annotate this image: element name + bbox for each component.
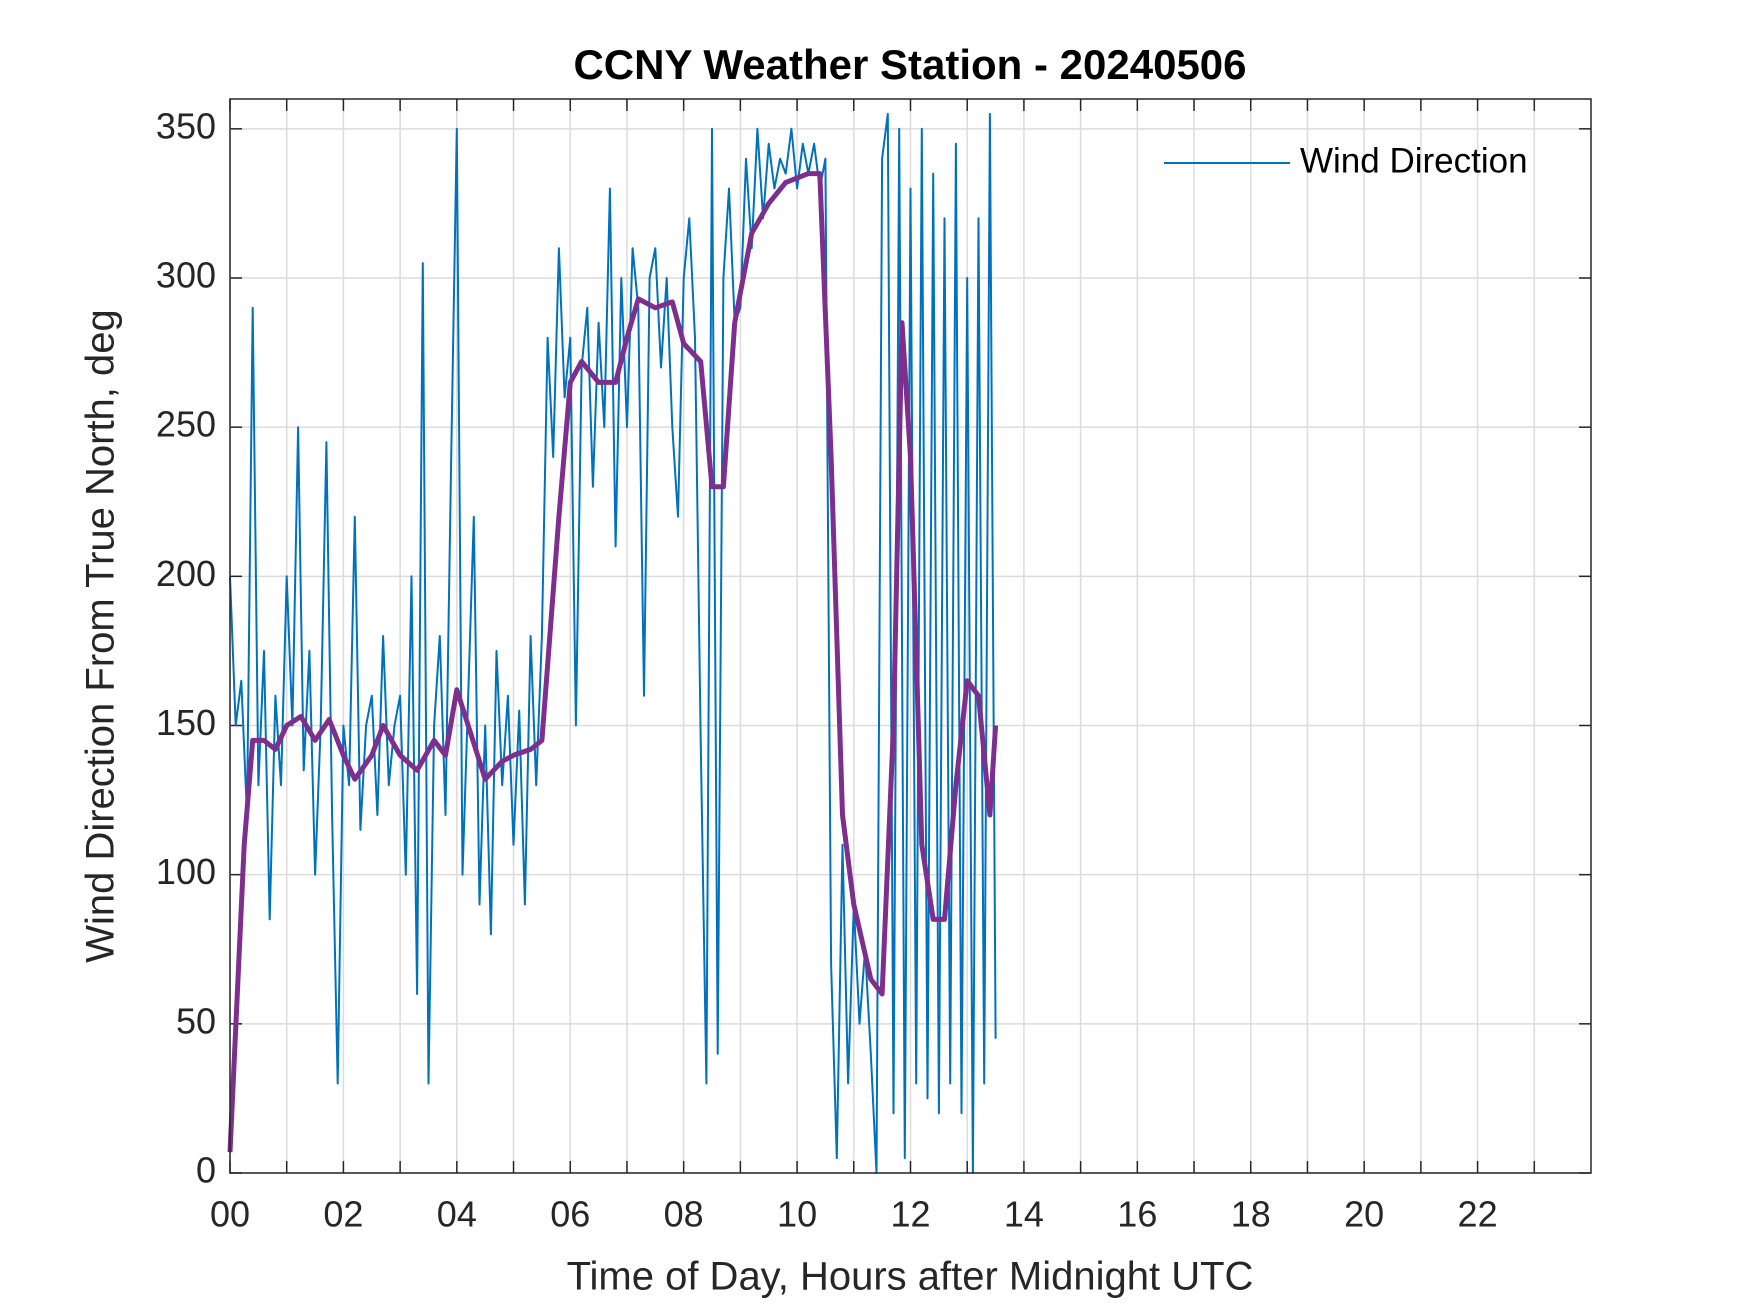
x-tick-label: 20 <box>1344 1194 1384 1235</box>
x-tick-label: 22 <box>1458 1194 1498 1235</box>
x-tick-label: 00 <box>210 1194 250 1235</box>
x-tick-label: 16 <box>1117 1194 1157 1235</box>
x-tick-label: 18 <box>1231 1194 1271 1235</box>
y-tick-label: 100 <box>156 851 216 892</box>
x-tick-label: 14 <box>1004 1194 1044 1235</box>
x-axis-label: Time of Day, Hours after Midnight UTC <box>567 1255 1254 1299</box>
x-tick-label: 10 <box>777 1194 817 1235</box>
y-axis-label: Wind Direction From True North, deg <box>79 309 123 963</box>
y-tick-label: 50 <box>176 1000 216 1041</box>
y-tick-label: 150 <box>156 702 216 743</box>
plot-frame <box>229 98 1592 1174</box>
y-tick-label: 0 <box>196 1150 216 1191</box>
x-tick-label: 08 <box>664 1194 704 1235</box>
y-tick-label: 250 <box>156 404 216 445</box>
y-tick-label: 200 <box>156 553 216 594</box>
x-tick-label: 04 <box>437 1194 477 1235</box>
chart-title: CCNY Weather Station - 20240506 <box>573 41 1246 88</box>
legend-label: Wind Direction <box>1300 141 1528 180</box>
x-tick-label: 12 <box>890 1194 930 1235</box>
y-tick-label: 350 <box>156 105 216 146</box>
x-tick-label: 06 <box>550 1194 590 1235</box>
data-line <box>227 171 999 1153</box>
y-tick-label: 300 <box>156 255 216 296</box>
x-tick-label: 02 <box>323 1194 363 1235</box>
data-line <box>229 112 997 1174</box>
